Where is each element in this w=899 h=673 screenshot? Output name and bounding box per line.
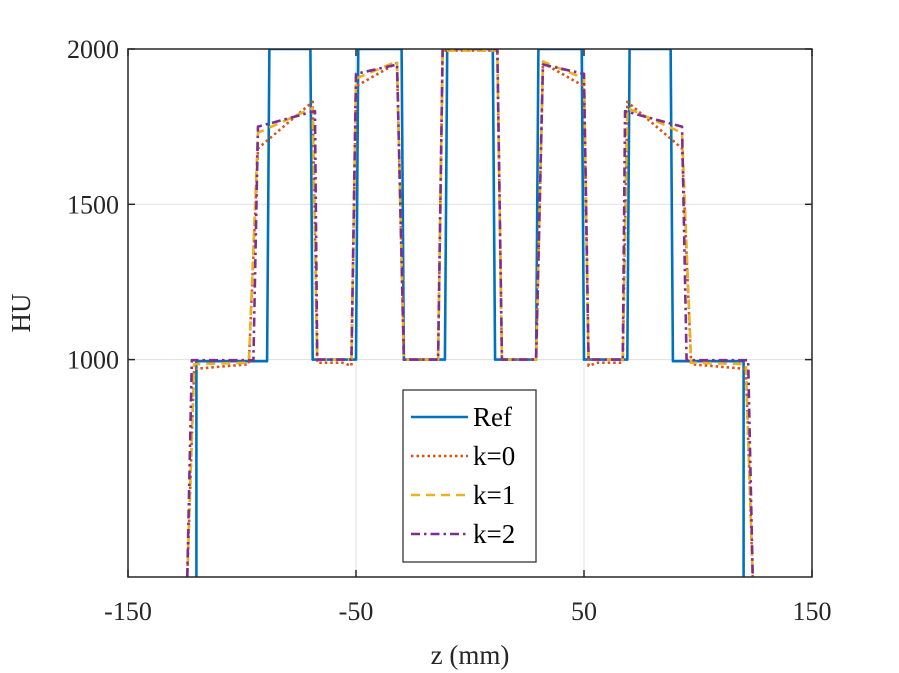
legend: Ref k=0 k=1 k=2 — [402, 389, 537, 563]
axis-ticks — [127, 48, 813, 577]
y-tick-label: 2000 — [67, 35, 119, 64]
legend-label: Ref — [473, 402, 512, 432]
series-lines — [185, 49, 755, 577]
legend-label: k=0 — [473, 441, 515, 471]
y-tick-labels: 1000 1500 2000 — [67, 35, 119, 375]
legend-label: k=2 — [473, 519, 515, 549]
x-tick-label: 50 — [571, 597, 597, 626]
x-tick-labels: -150 -50 50 150 — [104, 597, 831, 626]
y-tick-label: 1500 — [67, 190, 119, 219]
legend-label: k=1 — [473, 480, 515, 510]
y-tick-label: 1000 — [67, 346, 119, 375]
x-tick-label: -50 — [339, 597, 374, 626]
x-tick-label: -150 — [104, 597, 152, 626]
series-line-3 — [185, 49, 755, 577]
x-axis-label: z (mm) — [431, 640, 510, 670]
plot-frame — [127, 48, 813, 578]
series-line-0 — [195, 49, 745, 577]
x-tick-label: 150 — [793, 597, 832, 626]
series-line-2 — [185, 49, 755, 577]
y-axis-label: HU — [6, 294, 36, 333]
